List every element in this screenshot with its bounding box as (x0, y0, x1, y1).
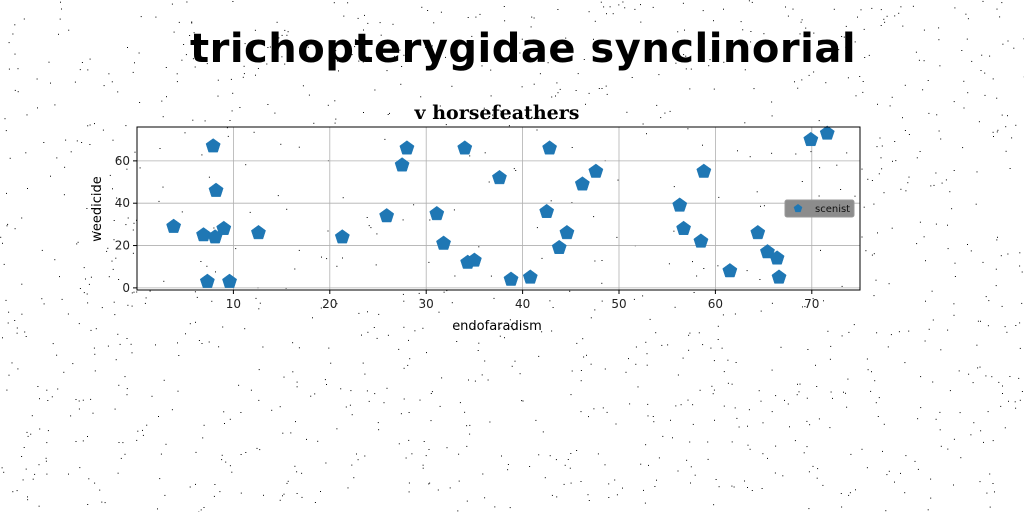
scatter-point (542, 140, 557, 155)
scatter-point (429, 205, 445, 221)
x-tick-label: 10 (226, 297, 241, 311)
scatter-point (551, 239, 567, 254)
y-tick-label: 0 (122, 281, 130, 295)
scatter-point (588, 163, 604, 178)
scatter-point (199, 273, 215, 288)
plot-frame (136, 126, 861, 291)
scatter-point (771, 269, 787, 284)
scatter-point (696, 163, 712, 178)
x-tick-label: 50 (611, 297, 626, 311)
figure-suptitle: trichopterygidae synclinorial (190, 26, 857, 72)
x-axis-label: endofaradism (452, 319, 542, 334)
scatter-point (819, 125, 835, 140)
grid-lines (137, 127, 860, 290)
scatter-point (394, 157, 410, 172)
scatter-point (251, 224, 266, 240)
y-tick-label: 20 (115, 239, 130, 253)
scatter-point (559, 224, 575, 240)
scatter-point (216, 220, 232, 235)
scatter-point (503, 271, 519, 286)
scatter-point (760, 244, 775, 259)
scatter-point (457, 140, 473, 155)
scatter-point (722, 263, 738, 278)
legend-marker-scenist (793, 204, 803, 213)
scatter-point (803, 131, 819, 147)
x-tick-label: 20 (322, 297, 337, 311)
x-tick-label: 30 (419, 297, 434, 311)
legend-entry-scenist: scenist (815, 204, 850, 215)
scatter-point (574, 176, 590, 191)
y-tick-label: 40 (115, 196, 130, 210)
data-points (166, 125, 835, 288)
scatter-point (399, 140, 415, 155)
legend: scenist (784, 199, 855, 218)
scatter-point (539, 203, 555, 218)
scatter-point (492, 169, 507, 185)
scatter-point (676, 220, 691, 235)
scatter-point (467, 252, 482, 267)
x-tick-label: 40 (515, 297, 530, 311)
scatter-point (334, 229, 350, 244)
scatter-point (693, 233, 709, 248)
scatter-point (379, 208, 395, 223)
scatter-point (196, 227, 211, 242)
axis-ticks: 10 20 30 40 50 60 70 0 20 40 60 (115, 154, 820, 311)
scatter-point (205, 138, 221, 153)
y-axis-label: weedicide (90, 176, 105, 242)
legend-box (784, 199, 855, 218)
scatter-point (750, 224, 766, 240)
scatter-point (208, 182, 224, 197)
x-tick-label: 70 (804, 297, 819, 311)
scatter-point (436, 235, 451, 250)
y-tick-label: 60 (115, 154, 130, 168)
scatter-point (166, 218, 182, 233)
scatter-point (522, 269, 538, 284)
scatter-point (672, 197, 688, 212)
scatter-point (769, 250, 785, 265)
x-tick-label: 60 (708, 297, 723, 311)
scatter-point (222, 273, 237, 288)
chart-title: v horsefeathers (414, 102, 580, 124)
